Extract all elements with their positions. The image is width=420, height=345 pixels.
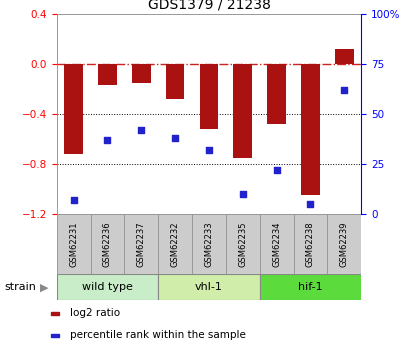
Text: hif-1: hif-1	[298, 282, 323, 292]
Text: GSM62231: GSM62231	[69, 221, 78, 267]
Text: ▶: ▶	[40, 282, 48, 292]
Bar	[64, 64, 83, 154]
Text: GSM62232: GSM62232	[171, 221, 180, 267]
Title: GDS1379 / 21238: GDS1379 / 21238	[147, 0, 270, 11]
Bar	[57, 214, 91, 274]
Text: GSM62237: GSM62237	[137, 221, 146, 267]
Text: log2 ratio: log2 ratio	[70, 308, 120, 318]
Bar	[192, 214, 226, 274]
Text: GSM62233: GSM62233	[205, 221, 213, 267]
Point	[172, 135, 178, 141]
Text: strain: strain	[4, 282, 36, 292]
Bar	[57, 274, 158, 300]
Bar	[91, 214, 124, 274]
Point	[104, 137, 111, 142]
Bar	[132, 64, 151, 82]
Bar	[158, 274, 260, 300]
Bar	[51, 312, 59, 315]
Bar	[234, 64, 252, 158]
Text: percentile rank within the sample: percentile rank within the sample	[70, 330, 246, 340]
Bar	[158, 214, 192, 274]
Point	[239, 191, 246, 197]
Bar	[226, 214, 260, 274]
Point	[273, 167, 280, 172]
Bar	[200, 64, 218, 129]
Point	[70, 197, 77, 203]
Text: GSM62234: GSM62234	[272, 221, 281, 267]
Point	[341, 87, 348, 92]
Text: vhl-1: vhl-1	[195, 282, 223, 292]
Bar	[301, 64, 320, 195]
Bar	[294, 214, 327, 274]
Bar	[335, 49, 354, 64]
Bar	[327, 214, 361, 274]
Bar	[267, 64, 286, 124]
Text: GSM62236: GSM62236	[103, 221, 112, 267]
Text: wild type: wild type	[82, 282, 133, 292]
Point	[138, 127, 144, 132]
Bar	[124, 214, 158, 274]
Bar	[260, 214, 294, 274]
Text: GSM62238: GSM62238	[306, 221, 315, 267]
Bar	[260, 274, 361, 300]
Text: GSM62239: GSM62239	[340, 221, 349, 267]
Point	[307, 201, 314, 207]
Bar	[98, 64, 117, 85]
Text: GSM62235: GSM62235	[238, 221, 247, 267]
Point	[206, 147, 213, 152]
Bar	[51, 334, 59, 337]
Bar	[166, 64, 184, 99]
